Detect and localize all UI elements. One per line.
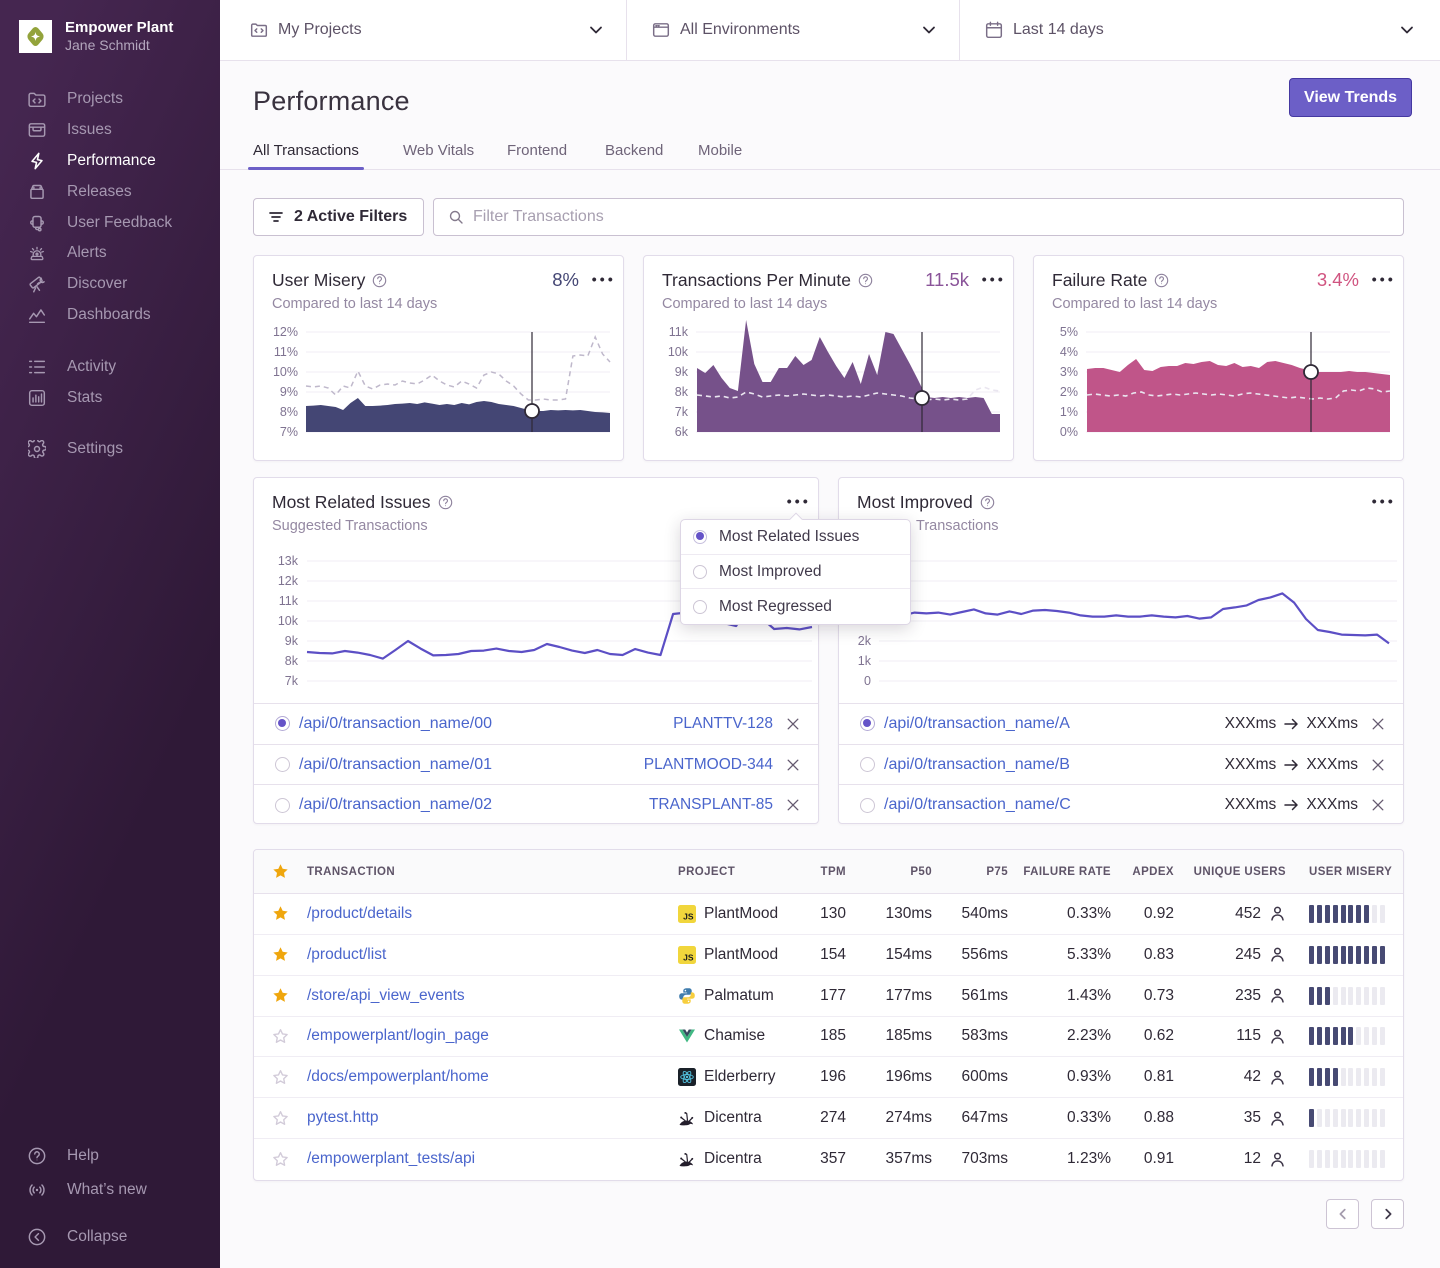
svg-text:JS: JS	[683, 911, 694, 921]
svg-text:JS: JS	[683, 952, 694, 962]
